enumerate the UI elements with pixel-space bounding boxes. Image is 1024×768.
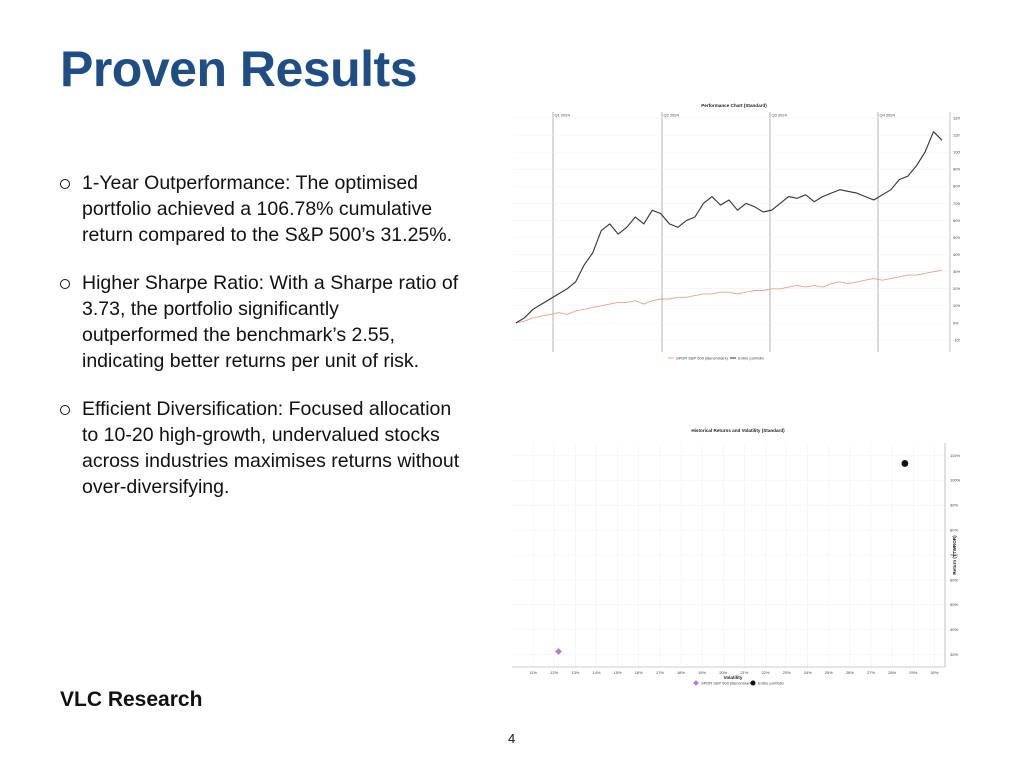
y-tick-label: -10% <box>953 337 960 342</box>
benchmark-line <box>515 269 943 324</box>
bullet-circle-icon <box>60 179 70 189</box>
benchmark-point <box>555 648 562 655</box>
y-tick-label: 40% <box>950 627 958 632</box>
x-tick-label: 24% <box>804 670 812 675</box>
portfolio-line <box>515 131 943 324</box>
x-tick-label: 16% <box>635 670 643 675</box>
bullet-text: Higher Sharpe Ratio: With a Sharpe ratio… <box>82 272 459 372</box>
x-tick-label: 17% <box>656 670 664 675</box>
y-tick-label: 100% <box>950 478 960 483</box>
slide-title: Proven Results <box>60 41 418 97</box>
y-tick-label: 0% <box>953 320 959 325</box>
legend-portfolio-marker <box>750 680 756 686</box>
legend-benchmark-label: SPDR S&P 500 (Benchmark) <box>676 356 729 361</box>
y-tick-label: 60% <box>950 577 958 582</box>
bullet-circle-icon <box>60 405 70 415</box>
y-tick-label: 60% <box>953 218 960 223</box>
x-tick-label: 20% <box>719 670 727 675</box>
x-tick-label: 13% <box>571 670 579 675</box>
scatter-xlabel: Volatility <box>724 675 743 680</box>
page-number: 4 <box>508 731 516 746</box>
y-tick-label: 120% <box>953 115 960 120</box>
y-tick-label: 80% <box>950 528 958 533</box>
x-tick-label: 28% <box>888 670 896 675</box>
x-tick-label: 12% <box>550 670 558 675</box>
scatter-ylabel: Return (TTWROR) <box>952 535 957 575</box>
performance-chart: Performance Chart (Standard) Q1 2024 Q2 2… <box>514 103 960 361</box>
y-tick-label: 30% <box>950 652 958 657</box>
quarter-label: Q1 2024 <box>555 113 571 118</box>
x-tick-label: 25% <box>825 670 833 675</box>
x-tick-label: 15% <box>614 670 622 675</box>
bullet-diversification: Efficient Diversification: Focused alloc… <box>60 396 460 500</box>
y-tick-label: 90% <box>950 503 958 508</box>
y-tick-label: 40% <box>953 252 960 257</box>
bullet-list: 1-Year Outperformance: The optimised por… <box>60 170 460 522</box>
bullet-text: Efficient Diversification: Focused alloc… <box>82 398 460 498</box>
x-tick-label: 23% <box>783 670 791 675</box>
x-tick-label: 18% <box>677 670 685 675</box>
x-tick-label: 29% <box>909 670 917 675</box>
quarter-label: Q2 2024 <box>664 113 680 118</box>
y-tick-label: 50% <box>953 235 960 240</box>
y-tick-label: 70% <box>953 201 960 206</box>
scatter-chart-legend: SPDR S&P 500 (Benchmark) Entire portfoli… <box>693 680 785 686</box>
legend-portfolio-label: Entire portfolio <box>758 681 785 686</box>
y-tick-label: 50% <box>950 602 958 607</box>
performance-chart-legend: SPDR S&P 500 (Benchmark) Entire portfoli… <box>668 356 765 361</box>
y-tick-label: 90% <box>953 167 960 172</box>
y-tick-label: 110% <box>953 132 960 137</box>
bullet-circle-icon <box>60 279 70 289</box>
quarter-label: Q3 2024 <box>772 113 788 118</box>
performance-chart-title: Performance Chart (Standard) <box>701 103 767 108</box>
y-tick-label: 110% <box>950 453 960 458</box>
footer-brand: VLC Research <box>60 688 203 711</box>
portfolio-point <box>901 460 909 467</box>
legend-portfolio-label: Entire portfolio <box>738 356 765 361</box>
y-tick-label: 30% <box>953 269 960 274</box>
legend-benchmark-marker <box>693 680 699 686</box>
y-tick-label: 70% <box>950 552 958 557</box>
x-tick-label: 14% <box>592 670 600 675</box>
legend-benchmark-label: SPDR S&P 500 (Benchmark) <box>701 681 754 686</box>
bullet-text: 1-Year Outperformance: The optimised por… <box>82 172 453 246</box>
quarter-label: Q4 2024 <box>880 113 896 118</box>
y-tick-label: 100% <box>953 150 960 155</box>
x-tick-label: 27% <box>867 670 875 675</box>
x-tick-label: 19% <box>698 670 706 675</box>
scatter-chart-title: Historical Returns and Volatility (Stand… <box>691 428 785 433</box>
bullet-outperformance: 1-Year Outperformance: The optimised por… <box>60 170 460 248</box>
x-tick-label: 22% <box>761 670 769 675</box>
y-tick-label: 10% <box>953 303 960 308</box>
y-tick-label: 80% <box>953 184 960 189</box>
x-tick-label: 26% <box>846 670 854 675</box>
bullet-sharpe-ratio: Higher Sharpe Ratio: With a Sharpe ratio… <box>60 270 460 374</box>
x-tick-label: 30% <box>930 670 938 675</box>
x-tick-label: 21% <box>740 670 748 675</box>
x-tick-label: 11% <box>529 670 537 675</box>
returns-volatility-chart: Historical Returns and Volatility (Stand… <box>512 428 960 686</box>
y-tick-label: 20% <box>953 286 960 291</box>
